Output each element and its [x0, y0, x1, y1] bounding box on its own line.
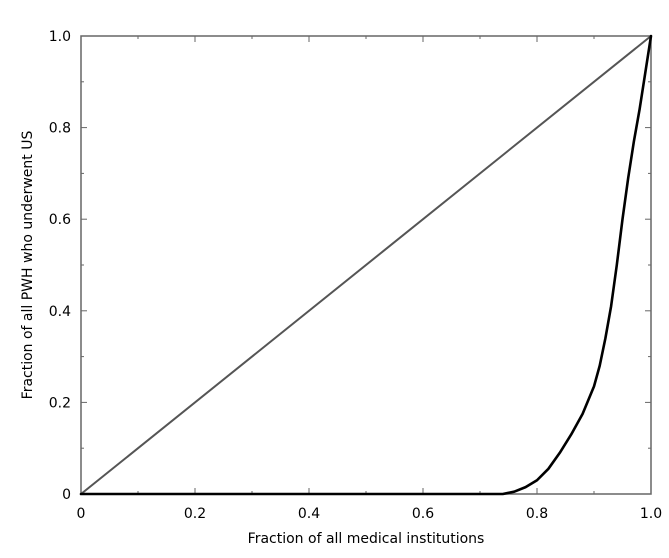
y-tick-label: 0.8 [49, 121, 71, 137]
x-tick-label: 0.2 [184, 506, 206, 522]
series-layer [79, 34, 653, 496]
x-axis-title: Fraction of all medical institutions [248, 531, 485, 547]
y-tick-label: 0.2 [49, 395, 71, 411]
series-line-1 [80, 35, 652, 495]
x-tick-label: 1.0 [640, 506, 662, 522]
y-tick-label: 1.0 [49, 29, 71, 45]
y-tick-label: 0 [62, 487, 71, 503]
y-tick-label: 0.6 [49, 212, 71, 228]
x-tick-label: 0 [77, 506, 86, 522]
tick-labels: 0 0.2 0.4 0.6 0.8 1.0 0 0.2 0.4 0.6 0.8 1.0 [49, 29, 662, 522]
x-tick-label: 0.6 [412, 506, 434, 522]
series-line-2 [79, 34, 653, 496]
y-tick-label: 0.4 [49, 304, 71, 320]
x-tick-label: 0.4 [298, 506, 320, 522]
y-axis-title: Fraction of all PWH who underwent US [20, 131, 36, 400]
x-tick-label: 0.8 [526, 506, 548, 522]
